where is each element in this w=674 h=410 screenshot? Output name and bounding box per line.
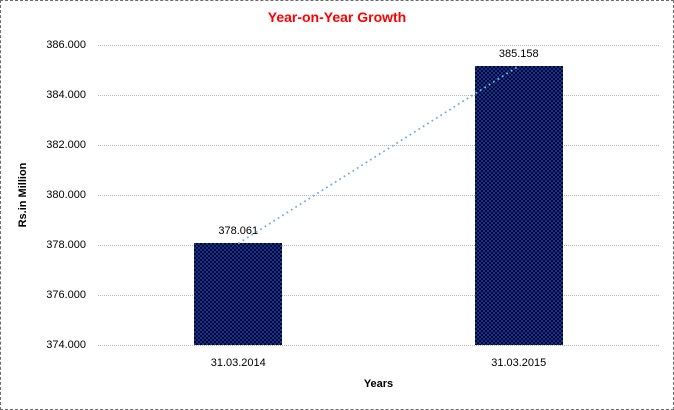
x-tick-label: 31.03.2015	[491, 357, 547, 369]
x-tick-label: 31.03.2014	[210, 357, 266, 369]
y-tick-label: 378.000	[46, 239, 86, 251]
gridline	[98, 95, 659, 96]
y-tick-label: 384.000	[46, 89, 86, 101]
bar	[194, 243, 283, 345]
y-tick-label: 386.000	[46, 39, 86, 51]
bar-value-label: 385.158	[498, 48, 539, 61]
y-tick-label: 376.000	[46, 289, 86, 301]
chart-title: Year-on-Year Growth	[267, 9, 407, 25]
gridline	[98, 245, 659, 246]
y-tick-label: 382.000	[46, 139, 86, 151]
gridline	[98, 145, 659, 146]
gridline	[98, 345, 659, 346]
x-axis-title: Years	[363, 378, 394, 390]
bar-value-label: 378.061	[218, 225, 259, 238]
y-tick-label: 380.000	[46, 189, 86, 201]
gridline	[98, 45, 659, 46]
gridline	[98, 295, 659, 296]
bar	[474, 66, 563, 345]
gridline	[98, 195, 659, 196]
y-tick-label: 374.000	[46, 339, 86, 351]
